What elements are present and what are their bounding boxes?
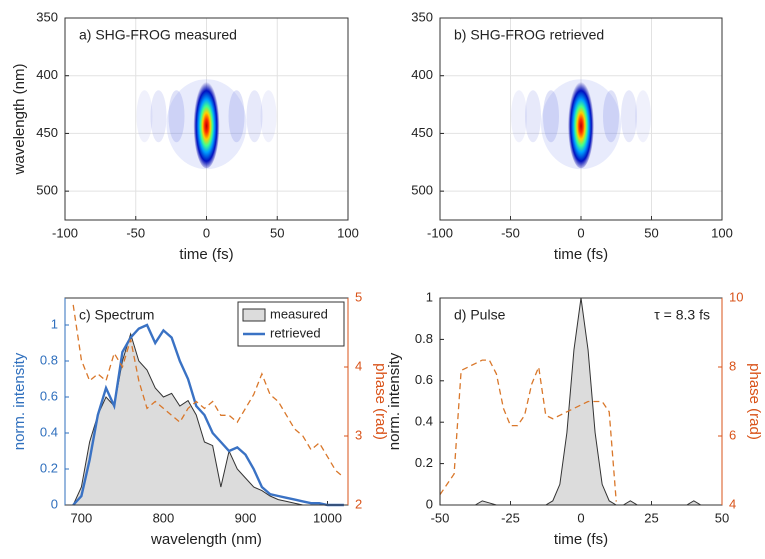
fringe <box>635 90 651 143</box>
y-tick-label: 1 <box>426 289 433 304</box>
fringe <box>543 90 559 143</box>
x-axis-label: time (fs) <box>554 246 608 263</box>
panel-title: d) Pulse <box>454 307 506 323</box>
y2-tick-label: 5 <box>355 289 362 304</box>
x-tick-label: -50 <box>431 510 450 525</box>
y-tick-label: 0.6 <box>40 388 58 403</box>
line <box>72 323 344 507</box>
x-axis-label: wavelength (nm) <box>150 531 262 548</box>
spectrogram-peak <box>568 80 594 169</box>
phase-line <box>72 304 345 478</box>
x-tick-label: 0 <box>203 225 210 240</box>
y2-tick-label: 8 <box>729 358 736 373</box>
fringe <box>511 90 527 143</box>
fringe <box>136 90 153 143</box>
y-tick-label: 0.2 <box>40 460 58 475</box>
y-tick-label: 0 <box>426 496 433 511</box>
y-tick-label: 450 <box>36 125 58 140</box>
x-axis-label: time (fs) <box>554 531 608 548</box>
y-tick-label: 500 <box>411 183 433 198</box>
y-tick-label: 0.2 <box>415 455 433 470</box>
y-tick-label: 0.4 <box>415 414 433 429</box>
y-tick-label: 0.4 <box>40 424 58 439</box>
x-axis-label: time (fs) <box>179 246 233 263</box>
x-tick-label: 0 <box>577 510 584 525</box>
y-tick-label: 400 <box>36 67 58 82</box>
y-tick-label: 1 <box>51 316 58 331</box>
x-tick-label: 900 <box>235 510 257 525</box>
legend-label: retrieved <box>270 325 321 340</box>
y-tick-label: 400 <box>411 67 433 82</box>
legend-swatch <box>242 308 266 322</box>
x-tick-label: 100 <box>711 225 733 240</box>
y2-tick-label: 10 <box>729 289 743 304</box>
y-axis-label: wavelength (nm) <box>11 64 28 176</box>
x-tick-label: 800 <box>153 510 175 525</box>
x-tick-label: 50 <box>270 225 284 240</box>
y-tick-label: 0.8 <box>415 331 433 346</box>
y2-axis-label: phase (rad) <box>746 363 763 440</box>
x-tick-label: -50 <box>126 225 145 240</box>
x-tick-label: -50 <box>501 225 520 240</box>
legend-label: measured <box>270 306 328 321</box>
y-axis-label: norm. intensity <box>386 352 403 450</box>
y2-tick-label: 6 <box>729 427 736 442</box>
panel-title: c) Spectrum <box>79 307 154 323</box>
fringe <box>246 90 263 143</box>
x-tick-label: -100 <box>52 225 78 240</box>
axes-box <box>64 17 349 221</box>
y2-axis-label: phase (rad) <box>372 363 389 440</box>
panel-title: a) SHG-FROG measured <box>79 27 237 43</box>
spectrogram-peak <box>193 80 220 169</box>
x-tick-label: 100 <box>337 225 359 240</box>
y-tick-label: 500 <box>36 183 58 198</box>
x-tick-label: 50 <box>715 510 729 525</box>
x-tick-label: 1000 <box>313 510 342 525</box>
y-tick-label: 0.8 <box>40 352 58 367</box>
x-tick-label: 25 <box>644 510 658 525</box>
fringe <box>621 90 637 143</box>
fringe <box>168 90 185 143</box>
panel-title: b) SHG-FROG retrieved <box>454 27 604 43</box>
y-tick-label: 0.6 <box>415 372 433 387</box>
x-tick-label: -100 <box>427 225 453 240</box>
fringe <box>260 90 277 143</box>
fringe <box>525 90 541 143</box>
y-tick-label: 350 <box>36 9 58 24</box>
y-axis-label: norm. intensity <box>11 352 28 450</box>
annotation: τ = 8.3 fs <box>654 307 710 323</box>
y2-tick-label: 4 <box>729 496 736 511</box>
y2-tick-label: 2 <box>355 496 362 511</box>
y2-tick-label: 4 <box>355 358 362 373</box>
y-tick-label: 450 <box>411 125 433 140</box>
fringe <box>150 90 167 143</box>
fringe <box>603 90 619 143</box>
x-tick-label: 700 <box>71 510 93 525</box>
y-tick-label: 350 <box>411 9 433 24</box>
x-tick-label: -25 <box>501 510 520 525</box>
y-tick-label: 0 <box>51 496 58 511</box>
x-tick-label: 0 <box>577 225 584 240</box>
y2-tick-label: 3 <box>355 427 362 442</box>
fringe <box>228 90 245 143</box>
phase-line <box>439 359 617 502</box>
x-tick-label: 50 <box>644 225 658 240</box>
axes-box <box>439 17 723 221</box>
